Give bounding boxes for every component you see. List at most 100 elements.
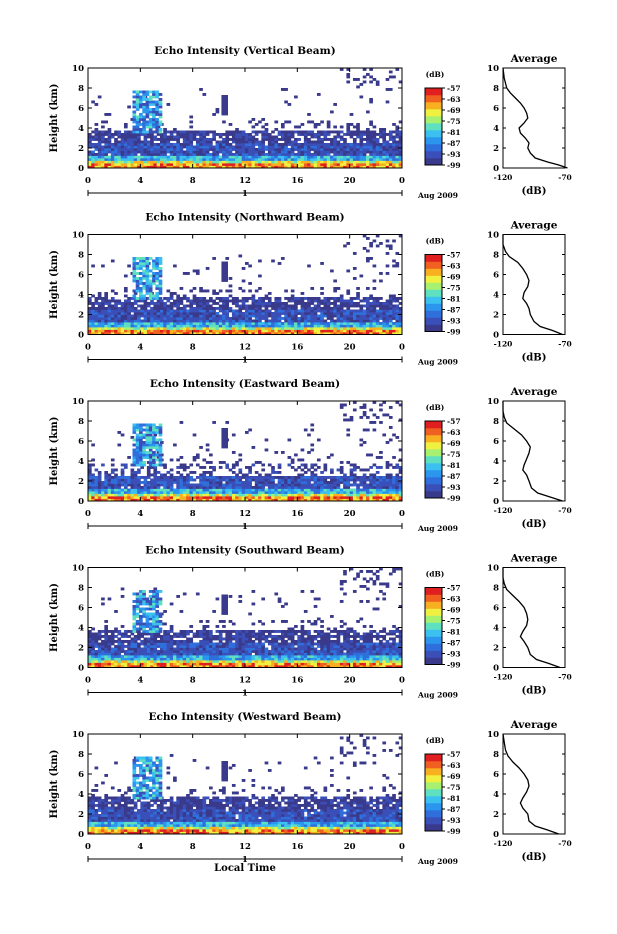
heatmap-cell [176, 491, 180, 494]
heatmap-cell [155, 441, 159, 444]
heatmap-cell [333, 280, 337, 283]
heatmap-cell [294, 96, 298, 99]
heatmap-cell [392, 312, 396, 315]
heatmap-cell [199, 88, 203, 91]
heatmap-cell [152, 282, 156, 285]
heatmap-cell [98, 302, 102, 305]
heatmap-cell [159, 121, 163, 124]
avg-y-tick-label: 10 [487, 64, 499, 74]
heatmap-cell [111, 633, 115, 636]
heatmap-cell [317, 148, 321, 151]
heatmap-cell [212, 257, 216, 260]
heatmap-cell [132, 113, 136, 116]
heatmap-cell [146, 267, 150, 270]
heatmap-cell [146, 98, 150, 101]
heatmap-cell [152, 280, 156, 283]
heatmap-cell [265, 138, 269, 141]
heatmap-cell [137, 486, 141, 489]
heatmap-cell [139, 439, 143, 442]
heatmap-cell [132, 103, 136, 106]
heatmap-cell [291, 136, 295, 139]
heatmap-cell [159, 262, 163, 265]
heatmap-cell [281, 133, 285, 136]
heatmap-cell [209, 481, 213, 484]
heatmap-cell [265, 153, 269, 156]
heatmap-cell [147, 476, 151, 479]
heatmap-cell [281, 312, 285, 315]
heatmap-cell [91, 317, 95, 320]
heatmap-cell [101, 322, 105, 325]
heatmap-cell [255, 151, 259, 154]
heatmap-cell [225, 421, 229, 424]
heatmap-cell [95, 158, 99, 161]
heatmap-cell [189, 133, 193, 136]
heatmap-cell [193, 489, 197, 492]
heatmap-cell [101, 121, 105, 124]
heatmap-cell [366, 310, 370, 313]
heatmap-cell [111, 484, 115, 487]
heatmap-cell [274, 325, 278, 328]
heatmap-cell [229, 310, 233, 313]
heatmap-cell [88, 491, 92, 494]
heatmap-cell [281, 88, 285, 91]
heatmap-cell [252, 464, 256, 467]
heatmap-cell [317, 153, 321, 156]
heatmap-cell [324, 466, 328, 469]
heatmap-cell [155, 444, 159, 447]
heatmap-cell [373, 481, 377, 484]
heatmap-cell [150, 325, 154, 328]
heatmap-cell [304, 161, 308, 164]
heatmap-cell [379, 322, 383, 325]
heatmap-cell [117, 489, 121, 492]
heatmap-cell [242, 315, 246, 318]
heatmap-cell [343, 330, 347, 333]
heatmap-cell [386, 466, 390, 469]
heatmap-cell [139, 426, 143, 429]
heatmap-cell [180, 474, 184, 477]
heatmap-cell [91, 660, 95, 663]
heatmap-cell [146, 270, 150, 273]
heatmap-cell [104, 320, 108, 323]
heatmap-cell [376, 494, 380, 497]
heatmap-cell [180, 163, 184, 166]
heatmap-cell [199, 486, 203, 489]
heatmap-cell [98, 146, 102, 149]
heatmap-cell [88, 143, 92, 146]
heatmap-cell [359, 153, 363, 156]
heatmap-cell [131, 310, 135, 313]
heatmap-cell [235, 476, 239, 479]
heatmap-cell [132, 96, 136, 99]
heatmap-cell [180, 287, 184, 290]
heatmap-cell [183, 310, 187, 313]
heatmap-cell [363, 153, 367, 156]
heatmap-cell [343, 496, 347, 499]
heatmap-cell [157, 310, 161, 313]
heatmap-cell [98, 479, 102, 482]
heatmap-cell [301, 133, 305, 136]
heatmap-cell [140, 141, 144, 144]
heatmap-cell [304, 320, 308, 323]
heatmap-cell [149, 292, 153, 295]
heatmap-cell [127, 489, 131, 492]
heatmap-cell [212, 307, 216, 310]
average-xlabel: (dB) [522, 519, 547, 530]
heatmap-cell [176, 295, 180, 298]
heatmap-cell [160, 317, 164, 320]
heatmap-cell [369, 481, 373, 484]
heatmap-cell [232, 133, 236, 136]
heatmap-cell [95, 325, 99, 328]
heatmap-cell [379, 491, 383, 494]
heatmap-cell [91, 486, 95, 489]
heatmap-cell [167, 131, 171, 134]
heatmap-cell [327, 121, 331, 124]
heatmap-cell [261, 310, 265, 313]
heatmap-cell [284, 163, 288, 166]
colorbar-tick-label: -93 [447, 317, 461, 326]
heatmap-cell [144, 148, 148, 151]
heatmap-cell [149, 96, 153, 99]
heatmap-cell [386, 330, 390, 333]
heatmap-cell [307, 491, 311, 494]
heatmap-cell [268, 312, 272, 315]
heatmap-cell [209, 484, 213, 487]
heatmap-cell [146, 444, 150, 447]
